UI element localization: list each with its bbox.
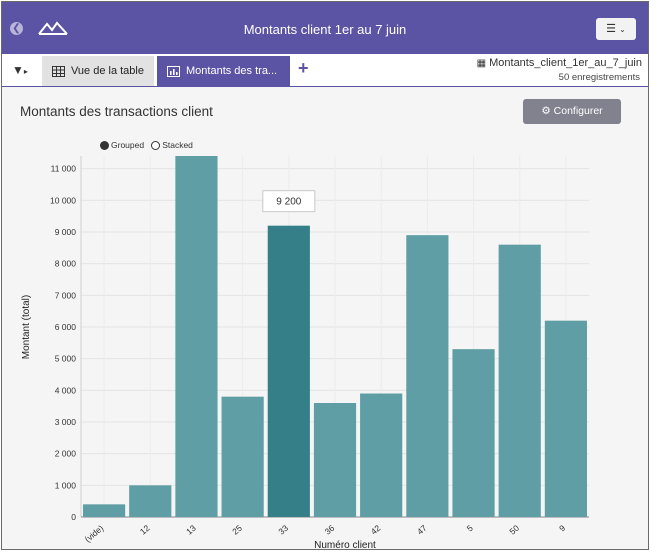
bar[interactable] xyxy=(544,320,587,517)
y-tick-label: 7 000 xyxy=(55,290,77,300)
y-tick-label: 9 000 xyxy=(55,227,77,237)
x-tick-label: 9 xyxy=(557,523,567,534)
filter-icon: ▼ xyxy=(12,63,24,77)
bar-chart-icon xyxy=(167,65,180,77)
legend-stacked[interactable]: Stacked xyxy=(151,140,193,151)
y-axis-label: Montant (total) xyxy=(21,295,32,359)
legend-grouped-label: Grouped xyxy=(111,140,145,150)
legend-grouped[interactable]: Grouped xyxy=(100,140,145,151)
y-tick-label: 5 000 xyxy=(55,354,77,364)
logo-icon xyxy=(38,21,68,35)
bar[interactable] xyxy=(313,403,357,517)
bar[interactable] xyxy=(83,504,126,517)
x-axis-label: Numéro client xyxy=(314,540,376,550)
bar[interactable] xyxy=(498,244,541,517)
radio-unselected-icon xyxy=(151,141,161,151)
x-tick-label: 50 xyxy=(507,523,521,537)
configure-label: Configurer xyxy=(553,105,603,117)
tab-bar: ▼▸ Vue de la table Montants des tra... + xyxy=(2,54,648,87)
bar[interactable] xyxy=(360,393,403,518)
bar[interactable] xyxy=(267,225,310,517)
tab-table-label: Vue de la table xyxy=(71,65,144,77)
table-icon xyxy=(52,65,65,77)
chevron-down-icon: ⌄ xyxy=(619,25,626,34)
y-tick-label: 1 000 xyxy=(55,480,77,490)
x-tick-label: 33 xyxy=(276,523,290,537)
back-icon[interactable]: ❮ xyxy=(10,22,23,35)
tooltip-value: 9 200 xyxy=(276,197,301,208)
y-tick-label: 4 000 xyxy=(55,385,77,395)
x-tick-label: 13 xyxy=(184,523,198,537)
bar[interactable] xyxy=(175,156,218,517)
y-tick-label: 11 000 xyxy=(51,164,77,174)
menu-button[interactable]: ☰ ⌄ xyxy=(596,18,636,40)
bar[interactable] xyxy=(129,485,172,517)
header-bar: ❮ Montants client 1er au 7 juin ☰ ⌄ xyxy=(2,2,648,54)
x-tick-label: 25 xyxy=(230,523,244,537)
tab-chart-view[interactable]: Montants des tra... xyxy=(157,56,290,86)
x-tick-label: 42 xyxy=(369,523,383,537)
y-tick-label: 6 000 xyxy=(55,322,77,332)
tooltip-box xyxy=(262,190,316,213)
x-tick-label: (vide) xyxy=(83,523,106,544)
y-tick-label: 0 xyxy=(71,512,76,522)
tab-table-view[interactable]: Vue de la table xyxy=(42,56,154,86)
y-tick-label: 8 000 xyxy=(55,259,77,269)
x-tick-label: 5 xyxy=(465,523,475,534)
x-tick-label: 36 xyxy=(323,523,337,537)
legend-stacked-label: Stacked xyxy=(162,140,193,150)
chart-title: Montants des transactions client xyxy=(20,104,213,119)
y-tick-label: 10 000 xyxy=(50,195,76,205)
record-count: 50 enregistrements xyxy=(558,72,640,83)
chart-legend: Grouped Stacked xyxy=(100,140,193,151)
filter-button[interactable]: ▼▸ xyxy=(12,63,28,77)
configure-button[interactable]: ⚙ Configurer xyxy=(523,99,621,124)
bar[interactable] xyxy=(221,396,264,517)
chevron-right-icon: ▸ xyxy=(23,67,28,76)
tab-chart-label: Montants des tra... xyxy=(186,65,278,77)
x-tick-label: 12 xyxy=(138,523,152,537)
gear-icon: ⚙ xyxy=(541,105,551,117)
add-tab-icon[interactable]: + xyxy=(298,58,309,78)
bar[interactable] xyxy=(452,349,495,517)
dataset-name: ▦ Montants_client_1er_au_7_juin xyxy=(477,57,642,69)
hamburger-icon: ☰ xyxy=(606,23,617,35)
app-title: Montants client 1er au 7 juin xyxy=(243,22,407,37)
y-tick-label: 2 000 xyxy=(55,449,77,459)
table-icon: ▦ xyxy=(476,58,487,69)
y-tick-label: 3 000 xyxy=(55,417,77,427)
x-tick-label: 47 xyxy=(415,523,429,537)
dataset-name-text: Montants_client_1er_au_7_juin xyxy=(489,57,642,69)
radio-selected-icon xyxy=(100,141,109,151)
bar[interactable] xyxy=(406,235,449,517)
